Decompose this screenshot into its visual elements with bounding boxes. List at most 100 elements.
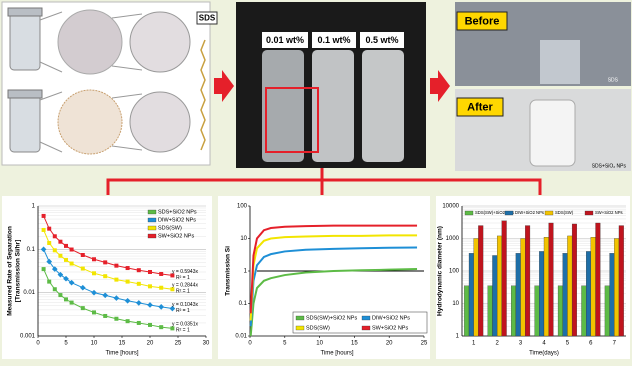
legend-swatch (148, 226, 156, 230)
bar (525, 226, 530, 336)
marker (148, 284, 152, 288)
marker (126, 319, 130, 323)
marker (114, 317, 118, 321)
marker (92, 257, 96, 261)
y-axis-label: [Transmission Si/hr] (15, 240, 22, 303)
marker (64, 297, 68, 301)
bar (572, 224, 577, 336)
y-tick-label: 0.1 (239, 301, 248, 307)
bar (511, 286, 516, 336)
legend-swatch (465, 211, 473, 215)
marker (126, 266, 130, 270)
marker (126, 280, 130, 284)
bar (610, 253, 615, 336)
marker (81, 253, 85, 257)
y-tick-label: 0.001 (20, 334, 36, 340)
legend-swatch (148, 234, 156, 238)
legend-swatch (362, 326, 370, 330)
legend-label: SW+SiO2 NPs (372, 325, 408, 331)
bar (614, 239, 619, 337)
x-tick-label: 20 (386, 341, 393, 347)
x-tick-label: 20 (147, 341, 154, 347)
legend-label: SW+SiO2 NPs (158, 233, 194, 239)
bar (497, 236, 502, 336)
bar (502, 221, 507, 336)
bar (521, 239, 526, 337)
marker (64, 244, 68, 248)
marker (70, 248, 74, 252)
legend-label: SW+SiO2 NPs (595, 210, 623, 215)
legend-swatch (505, 211, 513, 215)
bar (591, 237, 596, 336)
legend-label: DIW+SiO2 NPs (515, 210, 544, 215)
marker (47, 280, 51, 284)
figure: SDS 0.01 wt% 0.1 wt% 0.5 wt% Before SDS … (0, 0, 632, 361)
marker (92, 310, 96, 314)
bar (549, 223, 554, 336)
y-axis-label: Measured Rate of Separation (7, 226, 14, 316)
marker (53, 234, 57, 238)
y-tick-label: 0.1 (27, 247, 36, 253)
marker (81, 306, 85, 310)
bar (558, 286, 563, 336)
annotation: R² = 1 (176, 308, 190, 314)
photo-label: 0.01 wt% (266, 35, 304, 45)
x-tick-label: 10 (316, 341, 323, 347)
annotation: R² = 1 (176, 328, 190, 334)
page: {"schematic": {"label": "SDS"}, "photo":… (0, 0, 632, 361)
bar (596, 223, 601, 336)
legend-swatch (148, 218, 156, 222)
marker (42, 267, 46, 271)
y-axis-label: Transmission Si (225, 246, 232, 296)
before-label: Before (465, 15, 500, 27)
marker (42, 214, 46, 218)
bar (478, 226, 483, 336)
legend-label: SDS+SiO2 NPs (158, 209, 197, 215)
legend-swatch (148, 210, 156, 214)
bar (605, 286, 610, 336)
y-tick-label: 10000 (442, 204, 459, 210)
vial (262, 50, 304, 162)
before-caption: SDS (608, 77, 619, 83)
marker (148, 323, 152, 327)
bar (464, 286, 469, 336)
arrow (214, 70, 234, 102)
y-tick-label: 0.01 (235, 334, 247, 340)
bar (563, 253, 568, 336)
bracket (108, 168, 540, 195)
marker (42, 228, 46, 232)
x-tick-label: 30 (203, 341, 210, 347)
x-tick-label: 25 (175, 341, 182, 347)
annotation: R² = 1 (176, 275, 190, 281)
marker (159, 325, 163, 329)
marker (148, 270, 152, 274)
y-tick-label: 10 (240, 236, 247, 242)
marker (92, 271, 96, 275)
y-tick-label: 100 (449, 269, 460, 275)
legend-label: SDS(SW)+SiO2 NPs (306, 315, 357, 321)
x-axis-label: Time(days) (529, 351, 559, 357)
marker (64, 258, 68, 262)
bottle (530, 100, 575, 166)
marker (137, 282, 141, 286)
marker (81, 267, 85, 271)
arrow (430, 70, 450, 102)
y-tick-label: 1000 (446, 236, 460, 242)
bar (469, 253, 474, 336)
marker (70, 301, 74, 305)
legend-label: SDS(SW) (306, 325, 330, 331)
marker (47, 227, 51, 231)
bar (586, 251, 591, 336)
legend-label: DIW+SiO2 NPs (372, 315, 410, 321)
marker (103, 274, 107, 278)
vial (362, 50, 404, 162)
legend-swatch (296, 326, 304, 330)
x-axis-label: Time [hours] (105, 351, 138, 357)
x-axis-label: Time [hours] (320, 351, 353, 357)
legend-swatch (362, 316, 370, 320)
after-label: After (467, 101, 493, 113)
annotation: R² = 1 (176, 289, 190, 295)
marker (53, 248, 57, 252)
legend-swatch (545, 211, 553, 215)
beaker (540, 40, 580, 84)
